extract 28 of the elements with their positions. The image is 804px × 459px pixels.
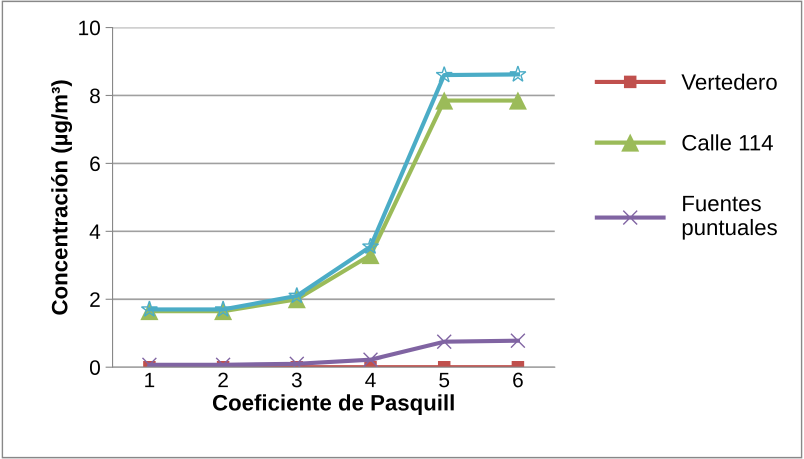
legend-label: Fuentes puntuales [682,196,777,240]
y-tick-label: 4 [90,224,100,239]
point [362,238,380,254]
x-axis-title: Coeficiente de Pasquill [212,394,454,415]
point [214,300,232,317]
point [436,334,452,350]
point [509,65,527,82]
y-axis-title: Concentración (µg/m³) [51,80,72,315]
point [288,286,306,304]
point [435,92,454,110]
y-tick-label: 8 [90,88,100,104]
x-tick-label: 4 [365,372,376,388]
x-tick-label: 5 [439,372,450,388]
y-tick-label: 6 [90,156,100,172]
x-tick-label: 6 [513,372,523,388]
x-tick-label: 2 [218,372,228,388]
legend-label: Vertedero [681,74,777,90]
x-tick-label: 1 [145,372,154,388]
point [362,352,378,368]
point [140,300,158,317]
x-tick-label: 3 [292,372,302,388]
y-tick-label: 2 [90,292,100,307]
point [436,66,453,83]
y-tick-label: 0 [90,360,100,375]
legend-label: Calle 114 [682,134,773,151]
point [510,333,526,348]
point [508,92,527,110]
y-tick-label: 10 [79,20,100,36]
